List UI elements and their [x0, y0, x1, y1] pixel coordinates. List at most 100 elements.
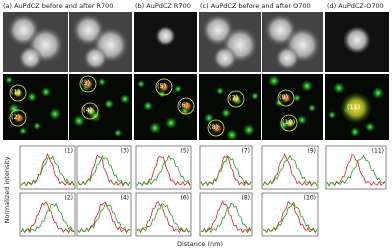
green-spot — [293, 94, 301, 102]
green-spot — [221, 108, 231, 118]
particle-map — [340, 92, 372, 124]
green-spot — [297, 115, 307, 125]
profile-curve — [77, 201, 131, 234]
image-label: (6) — [179, 101, 188, 109]
green-spot — [27, 92, 37, 102]
image-label: (8) — [209, 123, 218, 131]
profile-label: (1) — [65, 148, 74, 155]
particle — [18, 46, 43, 70]
image-label: (1) — [11, 88, 20, 96]
green-spot — [350, 127, 360, 137]
image-label: (3) — [81, 79, 90, 87]
profiles: (1) (2) (3) (4) (5) (6) (7) (8) (9) (10) (11) — [19, 145, 387, 237]
image-label: (2) — [11, 113, 20, 121]
image-label: (7) — [229, 94, 238, 102]
green-spot — [98, 78, 106, 86]
profile-curve — [20, 201, 75, 234]
particle-map — [231, 94, 241, 104]
green-spot — [120, 94, 130, 104]
particle — [155, 26, 176, 46]
x-axis-label: Distance (nm) — [177, 240, 223, 248]
green-spot — [137, 80, 145, 88]
plot-frame — [199, 145, 253, 190]
green-spot — [8, 103, 20, 115]
image-label: (5) — [157, 82, 166, 90]
green-spot — [243, 124, 255, 136]
image-label: (9) — [279, 93, 288, 101]
green-spot — [308, 104, 316, 112]
profile-curve — [326, 154, 386, 187]
profile-curve — [20, 152, 75, 187]
plot-frame — [19, 192, 76, 237]
particle-map — [159, 82, 169, 92]
green-spot — [165, 117, 177, 129]
roi-circle — [9, 84, 27, 102]
particle-map — [212, 123, 222, 133]
particle-map — [182, 101, 192, 111]
micrographs: (1) (2) (3) (4) (5) (6) (7) (8) (9) (10) (11) — [3, 12, 389, 141]
profile-label: (9) — [308, 148, 317, 155]
green-spot — [204, 113, 214, 123]
green-spot — [143, 101, 153, 111]
profile-curve — [262, 154, 318, 186]
particle-map — [281, 93, 291, 103]
green-spot — [149, 122, 161, 134]
roi-circle — [280, 114, 298, 132]
green-spot — [372, 87, 384, 99]
roi-circle — [81, 102, 99, 120]
y-axis-label: Normalized intensity — [3, 156, 11, 223]
green-spot — [226, 129, 238, 141]
green-spot — [41, 87, 51, 97]
profile-curve — [136, 203, 191, 234]
green-spot — [301, 80, 313, 92]
particle-map — [83, 79, 93, 89]
particle-map — [86, 106, 96, 116]
green-spot — [174, 85, 182, 93]
roi-circle — [207, 119, 225, 137]
profile-label: (5) — [181, 148, 190, 155]
green-spot — [275, 99, 283, 107]
panel-title: (c) AuPdCZ before and after O700 — [200, 2, 311, 10]
particle — [275, 46, 300, 70]
particle-map — [13, 88, 23, 98]
green-spot — [365, 122, 375, 132]
profile-label: (10) — [304, 195, 316, 202]
green-spot — [104, 99, 114, 109]
panel-title: (a) AuPdCZ before and after R700 — [3, 2, 113, 10]
profile-curve — [136, 154, 191, 187]
roi-circle — [277, 89, 295, 107]
roi-circle — [79, 75, 97, 93]
green-spot — [251, 92, 259, 100]
profile-curve — [200, 200, 252, 234]
particle — [213, 46, 237, 70]
profile-label: (6) — [181, 195, 190, 202]
profile-label: (3) — [121, 148, 130, 155]
image-label: (4) — [83, 106, 92, 114]
green-spot — [19, 127, 27, 135]
profile-curve — [200, 155, 252, 187]
particle-map — [14, 113, 24, 123]
green-spot — [73, 115, 85, 127]
roi-circle — [177, 97, 195, 115]
particle — [83, 46, 108, 70]
green-spot — [216, 87, 224, 95]
panel-title: (d) AuPdCZ-O700 — [327, 2, 384, 10]
profile-curve — [77, 155, 131, 187]
roi-circle — [9, 109, 27, 127]
profile-curve — [20, 202, 75, 234]
profile-label: (8) — [242, 195, 251, 202]
particle-map — [285, 118, 295, 128]
particle — [343, 26, 371, 54]
roi-circle — [155, 78, 173, 96]
profile-label: (4) — [121, 195, 130, 202]
green-spot — [49, 108, 61, 120]
green-spot — [114, 129, 122, 137]
green-spot — [33, 122, 41, 130]
green-spot — [333, 82, 345, 94]
panel-title: (b) AuPdCZ R700 — [135, 2, 191, 10]
green-spot — [5, 76, 13, 84]
profile-label: (7) — [242, 148, 251, 155]
profile-label: (11) — [372, 148, 384, 155]
profile-curve — [262, 201, 318, 234]
profile-curve — [136, 201, 191, 234]
